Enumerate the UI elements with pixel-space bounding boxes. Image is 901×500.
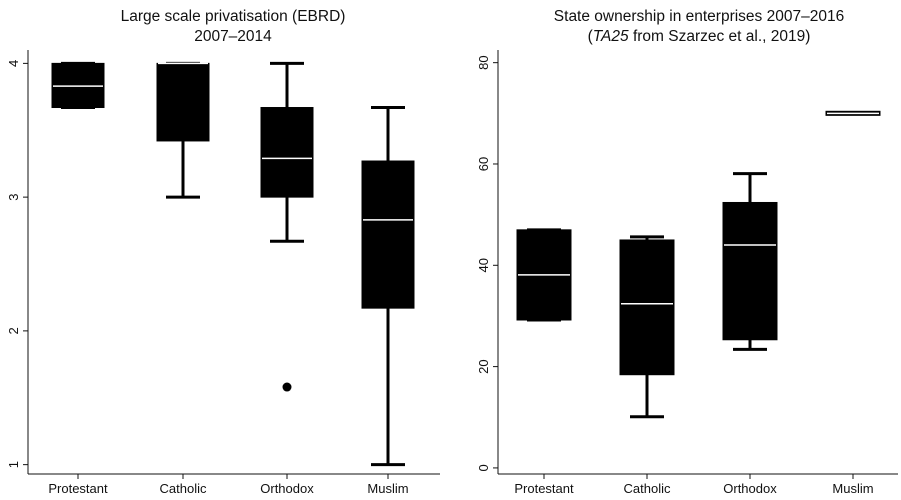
chart-title-line: (TA25 from Szarzec et al., 2019) xyxy=(588,28,811,45)
x-tick-label: Protestant xyxy=(48,481,108,496)
title-segment: from Szarzec et al., 2019) xyxy=(629,28,811,45)
box-iqr xyxy=(361,160,415,309)
chart-title-line: 2007–2014 xyxy=(194,28,272,45)
x-tick-label: Orthodox xyxy=(723,481,777,496)
y-tick-label: 40 xyxy=(476,258,491,272)
box-iqr xyxy=(722,201,778,341)
outlier-point xyxy=(282,382,292,392)
chart-title-line: State ownership in enterprises 2007–2016 xyxy=(554,8,844,25)
x-tick-label: Catholic xyxy=(160,481,207,496)
state-ownership-panel: State ownership in enterprises 2007–2016… xyxy=(476,8,898,496)
box-iqr xyxy=(260,107,314,198)
y-tick-label: 4 xyxy=(6,60,21,67)
privatisation-panel: Large scale privatisation (EBRD) 2007–201… xyxy=(6,8,440,496)
x-tick-label: Muslim xyxy=(832,481,873,496)
y-tick-label: 60 xyxy=(476,157,491,171)
title-segment: Large scale privatisation (EBRD) xyxy=(121,8,346,25)
x-tick-label: Protestant xyxy=(514,481,574,496)
y-tick-label: 0 xyxy=(476,464,491,471)
y-tick-label: 3 xyxy=(6,194,21,201)
box-iqr xyxy=(156,62,210,142)
title-segment: State ownership in enterprises 2007–2016 xyxy=(554,8,844,25)
y-tick-label: 20 xyxy=(476,359,491,373)
chart-title-line: Large scale privatisation (EBRD) xyxy=(121,8,346,25)
x-tick-label: Muslim xyxy=(367,481,408,496)
title-segment: 2007–2014 xyxy=(194,28,272,45)
y-tick-label: 2 xyxy=(6,327,21,334)
box-iqr xyxy=(619,239,675,376)
y-tick-label: 80 xyxy=(476,55,491,69)
title-segment: ( xyxy=(588,28,594,45)
x-tick-label: Orthodox xyxy=(260,481,314,496)
title-segment: TA25 xyxy=(593,28,629,45)
x-tick-label: Catholic xyxy=(624,481,671,496)
y-tick-label: 1 xyxy=(6,461,21,468)
